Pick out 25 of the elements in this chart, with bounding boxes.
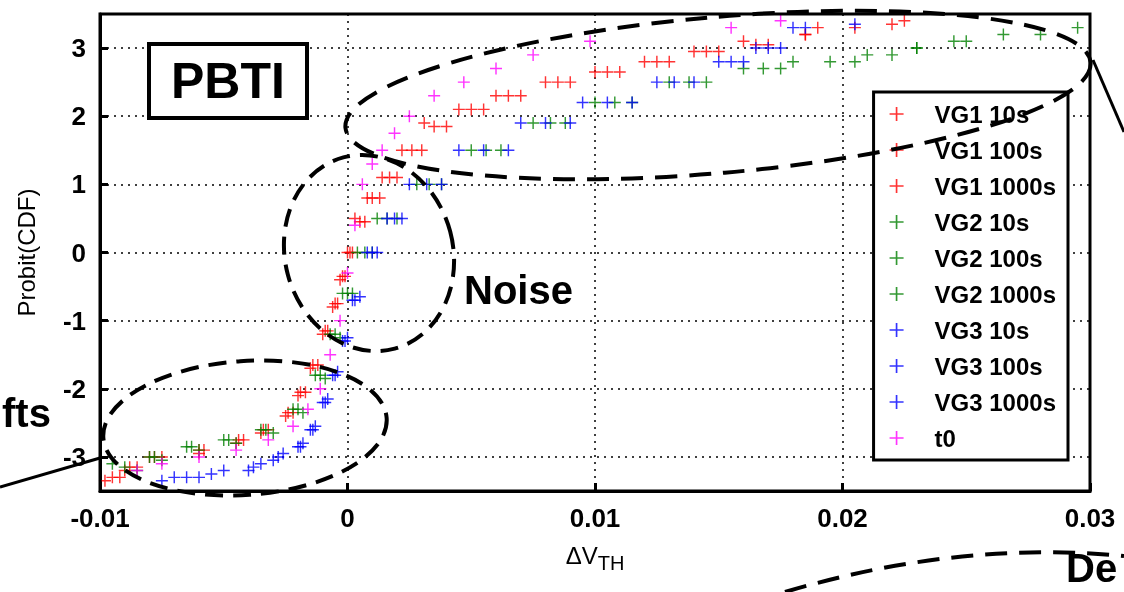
text: De [1066,546,1118,590]
legend-label: VG3 100s [934,352,1043,380]
legend-label: VG1 1000s [934,172,1057,200]
text: fts [2,391,51,435]
legend-label: t0 [934,424,956,452]
legend-label: VG2 10s [934,208,1030,236]
x-tick-label: 0.01 [569,503,621,533]
x-tick-label: 0 [340,503,355,533]
legend-label: VG3 1000s [934,388,1057,416]
y-axis-title: Probit(CDF) [12,188,40,317]
y-tick-label: 2 [71,101,86,132]
legend-label: VG1 100s [934,136,1043,164]
y-tick-label: -2 [62,373,86,404]
x-tick-label: -0.01 [70,503,130,533]
legend-label: VG2 1000s [934,280,1057,308]
annotation: PBTI [147,42,309,120]
x-tick-label: 0.02 [817,503,868,533]
y-tick-label: -1 [62,305,86,336]
legend-label: VG2 100s [934,244,1043,272]
x-tick-label: 0.03 [1064,503,1116,533]
y-tick-label: 3 [71,33,86,64]
y-tick-label: 1 [71,169,86,200]
annotation: Noise [464,268,573,312]
legend-label: VG3 10s [934,316,1030,344]
y-tick-label: 0 [71,237,86,268]
